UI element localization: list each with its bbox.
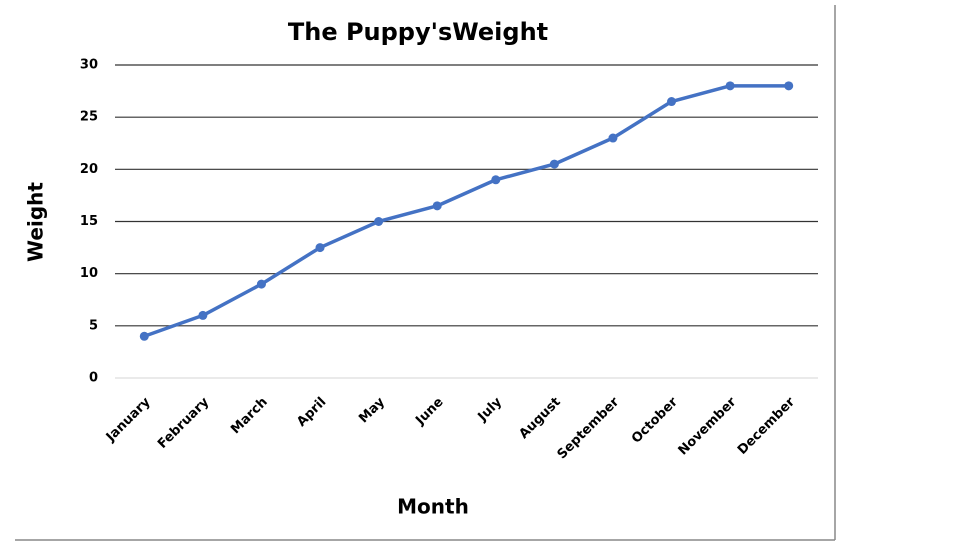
data-point: [549, 159, 559, 169]
y-tick-label: 15: [80, 214, 98, 229]
x-tick-label: April: [294, 395, 329, 430]
x-axis-label: Month: [397, 495, 469, 519]
x-tick-label: July: [475, 394, 506, 425]
data-point: [784, 81, 794, 91]
data-point: [667, 97, 677, 107]
x-tick-label: June: [412, 395, 446, 429]
x-tick-label: March: [228, 395, 270, 437]
x-tick-label: August: [516, 395, 563, 442]
y-tick-label: 25: [80, 110, 98, 125]
data-point: [198, 310, 208, 320]
x-tick-label: February: [155, 394, 213, 452]
data-point: [608, 133, 618, 143]
x-tick-label: May: [356, 394, 388, 426]
x-tick-label: December: [735, 394, 798, 457]
y-tick-label: 20: [80, 162, 98, 177]
y-tick-label: 0: [89, 371, 98, 386]
x-tick-label: November: [676, 394, 740, 458]
y-tick-label: 30: [80, 58, 98, 73]
chart-title: The Puppy'sWeight: [288, 18, 548, 46]
data-point: [256, 279, 266, 289]
data-point: [139, 331, 149, 341]
y-tick-label: 5: [89, 318, 98, 333]
data-point: [374, 217, 384, 226]
data-point: [432, 201, 442, 211]
x-tick-label: January: [103, 394, 154, 445]
series-line: [143, 84, 789, 338]
y-axis-label: Weight: [24, 182, 48, 262]
x-tick-label: October: [629, 394, 681, 446]
y-tick-label: 10: [80, 266, 98, 281]
data-point: [725, 81, 735, 91]
x-tick-label: September: [555, 394, 623, 462]
data-point: [315, 243, 325, 253]
data-point: [491, 175, 501, 185]
